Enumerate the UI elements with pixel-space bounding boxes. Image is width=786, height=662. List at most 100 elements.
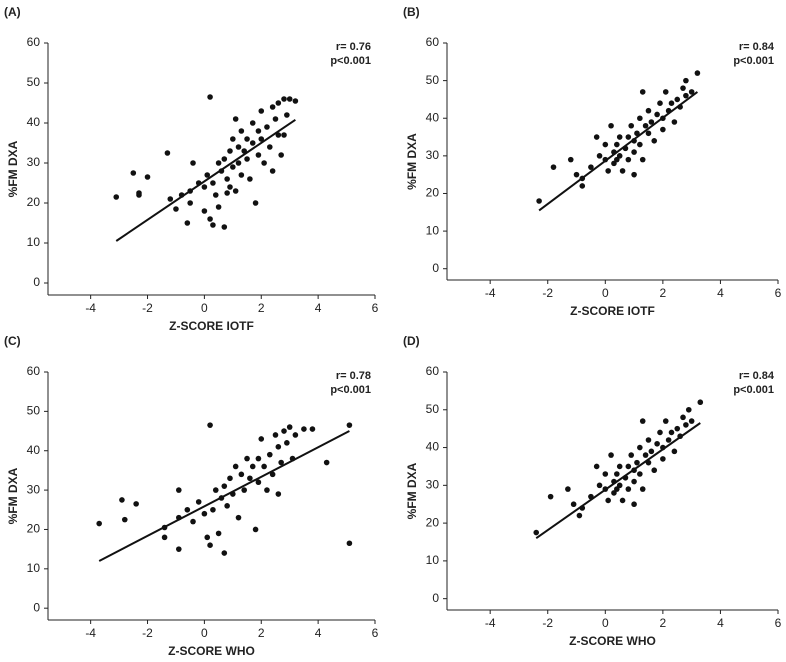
point bbox=[275, 132, 282, 138]
panel-label: (D) bbox=[403, 334, 420, 348]
point bbox=[651, 467, 658, 474]
y-tick-label: 0 bbox=[33, 275, 40, 289]
y-tick-label: 60 bbox=[426, 364, 440, 378]
point bbox=[648, 119, 655, 125]
annotation: p<0.001 bbox=[733, 384, 774, 396]
point bbox=[697, 399, 704, 406]
point bbox=[207, 422, 213, 428]
point bbox=[683, 92, 689, 99]
x-tick-label: 4 bbox=[315, 626, 322, 640]
point bbox=[232, 188, 239, 194]
point bbox=[634, 130, 640, 137]
point bbox=[616, 134, 623, 140]
point bbox=[596, 153, 603, 159]
point bbox=[133, 501, 139, 507]
point bbox=[227, 475, 233, 482]
x-tick-label: 2 bbox=[258, 301, 265, 315]
annotation: p<0.001 bbox=[330, 55, 371, 67]
point bbox=[654, 111, 660, 118]
y-tick-label: 20 bbox=[27, 195, 41, 209]
x-tick-label: 0 bbox=[602, 616, 609, 630]
point bbox=[625, 486, 632, 492]
point bbox=[190, 518, 196, 525]
point bbox=[637, 444, 643, 451]
point bbox=[244, 455, 250, 462]
x-tick-label: 6 bbox=[775, 286, 782, 300]
point bbox=[619, 168, 626, 174]
point bbox=[264, 487, 270, 493]
x-tick-label: 0 bbox=[602, 286, 609, 300]
x-axis-label: Z-SCORE WHO bbox=[168, 644, 255, 658]
y-tick-label: 40 bbox=[426, 440, 440, 454]
point bbox=[184, 220, 191, 226]
point bbox=[292, 432, 299, 438]
y-tick-label: 20 bbox=[426, 186, 440, 200]
point bbox=[637, 471, 643, 477]
x-tick-label: -4 bbox=[85, 626, 96, 640]
x-tick-label: 6 bbox=[372, 626, 379, 640]
regression-line bbox=[115, 118, 296, 242]
point bbox=[616, 463, 623, 470]
point bbox=[668, 429, 675, 436]
point bbox=[648, 448, 655, 455]
x-axis-label: Z-SCORE IOTF bbox=[570, 304, 655, 318]
point bbox=[224, 190, 230, 196]
point bbox=[176, 487, 182, 493]
point bbox=[631, 478, 637, 485]
point bbox=[235, 514, 242, 521]
point bbox=[215, 204, 222, 210]
point bbox=[207, 94, 213, 100]
point bbox=[275, 443, 282, 450]
point bbox=[187, 200, 193, 206]
x-tick-label: -4 bbox=[485, 286, 496, 300]
panel-label: (A) bbox=[4, 5, 21, 19]
point bbox=[210, 506, 216, 513]
x-tick-label: 6 bbox=[372, 301, 379, 315]
point bbox=[588, 164, 594, 170]
point bbox=[662, 89, 669, 95]
x-tick-label: 0 bbox=[201, 301, 208, 315]
point bbox=[272, 116, 279, 122]
point bbox=[346, 422, 353, 428]
y-tick-label: 30 bbox=[27, 155, 41, 169]
point bbox=[190, 160, 196, 166]
point bbox=[247, 176, 253, 182]
point bbox=[249, 140, 256, 146]
regression-line bbox=[98, 430, 350, 562]
point bbox=[642, 452, 649, 458]
point bbox=[255, 152, 262, 158]
point bbox=[244, 156, 250, 162]
y-tick-label: 50 bbox=[27, 75, 41, 89]
point bbox=[631, 149, 637, 155]
point bbox=[608, 452, 614, 458]
y-tick-label: 40 bbox=[27, 115, 41, 129]
point bbox=[281, 96, 287, 102]
point bbox=[550, 164, 557, 170]
point bbox=[605, 168, 611, 174]
point bbox=[323, 459, 330, 466]
point bbox=[269, 104, 276, 110]
x-tick-label: 6 bbox=[775, 616, 782, 630]
point bbox=[269, 168, 276, 174]
point bbox=[261, 160, 267, 166]
point bbox=[634, 459, 640, 466]
point bbox=[144, 174, 151, 180]
point bbox=[238, 128, 245, 134]
point bbox=[625, 156, 632, 163]
point bbox=[631, 501, 637, 508]
point bbox=[164, 150, 171, 156]
point bbox=[258, 136, 265, 142]
y-tick-label: 0 bbox=[33, 600, 40, 614]
point bbox=[266, 451, 273, 458]
point bbox=[212, 487, 219, 493]
point bbox=[230, 136, 236, 142]
point bbox=[161, 534, 168, 541]
y-tick-label: 60 bbox=[426, 35, 440, 49]
point bbox=[685, 406, 692, 413]
panel-label: (B) bbox=[403, 5, 420, 19]
y-tick-label: 30 bbox=[426, 478, 440, 492]
point bbox=[605, 497, 611, 504]
point bbox=[255, 128, 262, 134]
point bbox=[121, 516, 128, 523]
